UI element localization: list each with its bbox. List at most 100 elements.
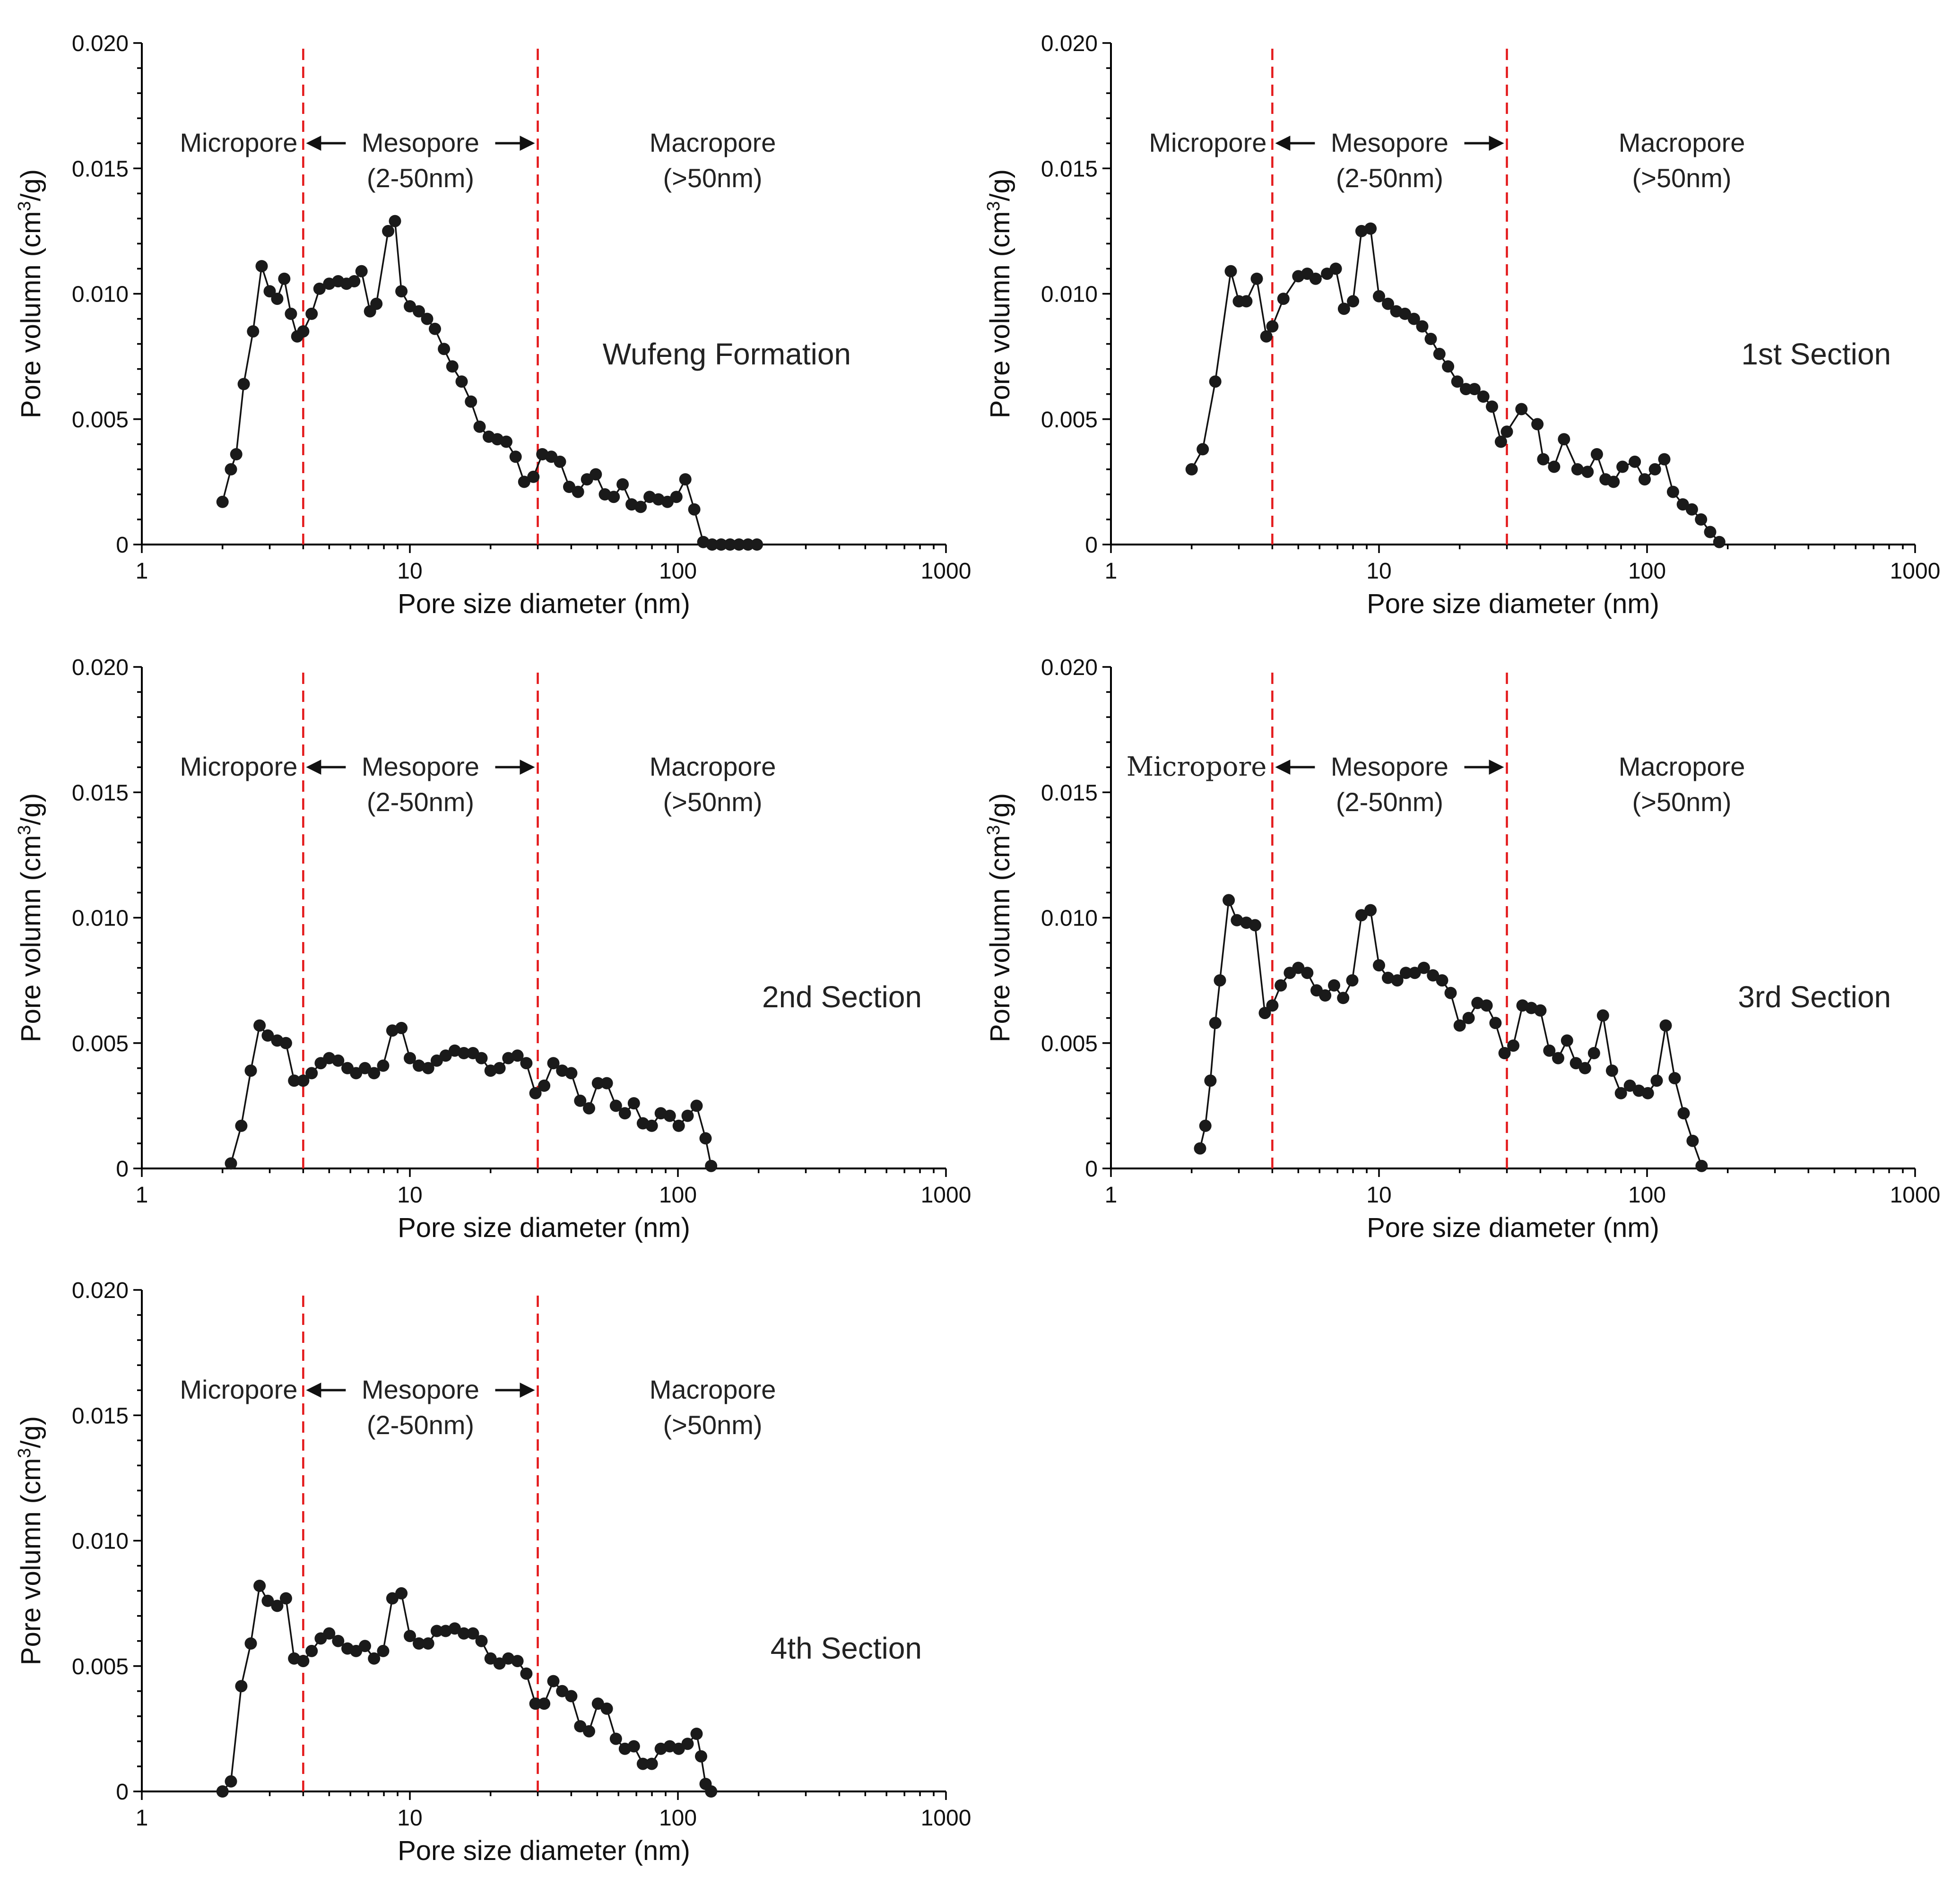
section-label: 2nd Section	[762, 980, 922, 1014]
x-tick-label: 1000	[1890, 559, 1941, 584]
data-point	[627, 1097, 640, 1110]
macropore-label: Macropore	[650, 1375, 776, 1404]
data-point	[565, 1067, 578, 1080]
data-point	[1685, 503, 1698, 516]
data-point	[247, 325, 260, 338]
data-point	[1648, 463, 1661, 476]
data-point	[279, 1592, 292, 1605]
data-point	[359, 1640, 371, 1652]
data-point	[724, 538, 737, 551]
chart-panel-4: 0 0.005 0.010 0.015 0.020 1 10 100 1000 Pore size…	[984, 655, 1940, 1243]
data-point	[1537, 453, 1550, 466]
data-point	[421, 312, 434, 325]
y-tick-label: 0.020	[72, 655, 129, 680]
data-point	[1275, 979, 1287, 992]
data-point	[413, 1637, 425, 1650]
data-point	[661, 495, 674, 508]
data-point	[547, 1675, 560, 1687]
data-point	[1427, 969, 1440, 982]
data-point	[348, 275, 361, 287]
data-point	[1355, 909, 1368, 922]
data-point	[237, 378, 250, 390]
data-point	[1382, 971, 1394, 984]
data-point	[733, 538, 746, 551]
micropore-label: Micropore	[180, 128, 297, 157]
data-point	[216, 1785, 229, 1798]
data-point	[1399, 967, 1412, 979]
data-point	[600, 1702, 613, 1715]
y-tick-label: 0.010	[1041, 282, 1098, 307]
data-point	[1337, 992, 1350, 1004]
series-line	[1199, 900, 1703, 1167]
data-point	[244, 1637, 257, 1650]
left-arrow-icon	[306, 1383, 321, 1398]
mesopore-label: Mesopore	[1331, 128, 1448, 157]
data-point	[1480, 999, 1493, 1012]
x-tick-label: 100	[659, 1183, 697, 1208]
data-point	[1407, 312, 1420, 325]
data-point	[255, 260, 268, 273]
data-point	[1204, 1074, 1217, 1087]
x-tick-label: 1	[1105, 1183, 1118, 1208]
x-tick-label: 1	[136, 1183, 148, 1208]
data-point	[645, 1119, 658, 1132]
data-point	[1686, 1134, 1699, 1147]
data-point	[1658, 453, 1671, 466]
y-tick-label: 0.015	[1041, 780, 1098, 805]
data-point	[1561, 1034, 1573, 1047]
x-axis-title: Pore size diameter (nm)	[1367, 588, 1659, 619]
data-point	[261, 1594, 274, 1607]
data-point	[527, 470, 540, 483]
section-label: Wufeng Formation	[603, 337, 851, 371]
data-point	[1587, 1047, 1600, 1059]
data-point	[1548, 460, 1561, 473]
data-point	[1209, 1017, 1222, 1029]
data-point	[230, 448, 243, 460]
data-point	[455, 375, 468, 388]
data-point	[1498, 1047, 1511, 1059]
data-point	[1507, 1039, 1520, 1052]
x-tick-label: 100	[659, 1806, 697, 1831]
y-axis-title: Pore volumn (cm3/g)	[15, 1416, 46, 1665]
y-axis-title: Pore volumn (cm3/g)	[984, 793, 1015, 1042]
data-point	[699, 1132, 712, 1145]
data-point	[1462, 1012, 1475, 1024]
data-point	[422, 1637, 434, 1650]
data-point	[636, 1757, 649, 1770]
micropore-label: Micropore	[1127, 752, 1267, 782]
data-point	[271, 1600, 284, 1612]
x-tick-label: 10	[1366, 559, 1391, 584]
x-tick-label: 10	[397, 1183, 422, 1208]
data-point	[439, 1049, 452, 1062]
data-point	[359, 1062, 371, 1074]
data-point	[484, 1652, 497, 1665]
data-point	[663, 1109, 676, 1122]
data-point	[529, 1697, 542, 1710]
data-point	[370, 297, 383, 310]
data-point	[430, 1625, 443, 1637]
data-point	[1500, 425, 1513, 438]
y-tick-label: 0.010	[72, 282, 129, 307]
data-point	[368, 1652, 381, 1665]
data-point	[285, 307, 297, 320]
y-tick-label: 0.005	[1041, 407, 1098, 432]
data-point	[1224, 265, 1237, 277]
data-point	[1260, 330, 1273, 343]
data-point	[1515, 403, 1528, 415]
data-point	[1398, 307, 1411, 320]
data-point	[1607, 476, 1620, 488]
data-point	[1258, 1007, 1271, 1020]
data-point	[235, 1680, 248, 1693]
data-point	[500, 435, 512, 448]
y-axis-title: Pore volumn (cm3/g)	[15, 793, 46, 1042]
y-tick-label: 0	[1085, 533, 1098, 558]
macropore-label: Macropore	[1619, 128, 1745, 157]
data-point	[1373, 959, 1385, 972]
section-label: 4th Section	[771, 1631, 922, 1665]
y-tick-label: 0.020	[1041, 655, 1098, 680]
data-point	[413, 1059, 425, 1072]
data-point	[688, 503, 701, 516]
data-point	[1328, 979, 1340, 992]
data-point	[1668, 1072, 1681, 1084]
data-point	[225, 1775, 237, 1788]
